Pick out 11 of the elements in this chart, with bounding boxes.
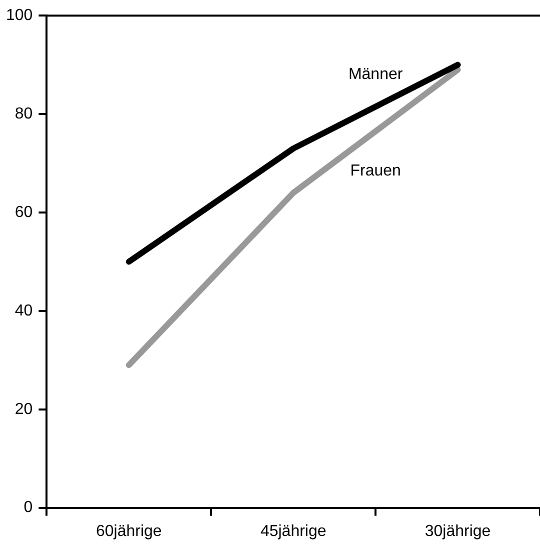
y-tick-label: 60 bbox=[14, 204, 33, 221]
x-tick-label: 30jährige bbox=[424, 522, 491, 540]
series-label: Männer bbox=[348, 66, 404, 84]
y-tick-label: 100 bbox=[6, 7, 33, 24]
x-tick-label: 45jährige bbox=[260, 522, 326, 540]
y-tick-label: 0 bbox=[24, 499, 33, 516]
series-label: Frauen bbox=[350, 162, 401, 180]
y-tick-label: 80 bbox=[14, 105, 33, 122]
x-tick-label: 60jährige bbox=[96, 522, 162, 540]
y-tick-label: 20 bbox=[14, 400, 33, 418]
y-tick-label: 40 bbox=[14, 302, 33, 320]
